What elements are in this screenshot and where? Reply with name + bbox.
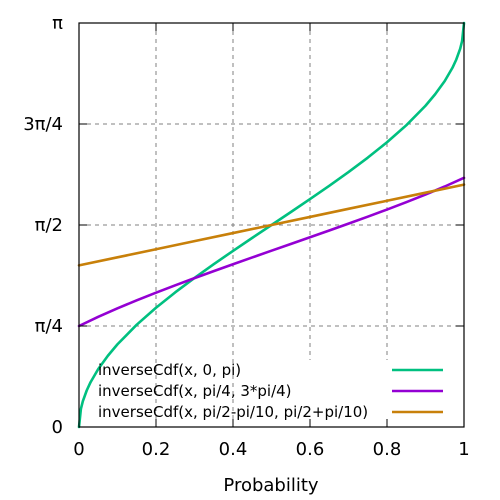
- x-tick-label-0: 0: [73, 439, 84, 460]
- y-tick-label-1: π/4: [35, 316, 63, 337]
- x-tick-label-4: 0.8: [373, 439, 402, 460]
- x-axis-title: Probability: [223, 475, 318, 496]
- y-tick-label-2: π/2: [35, 215, 63, 236]
- axis-ticks: 0 0.2 0.4 0.6 0.8 1 0 π/4 π/2 3π/4 π: [23, 13, 470, 460]
- legend-label-1: inverseCdf(x, pi/4, 3*pi/4): [98, 382, 292, 400]
- y-tick-label-0: 0: [52, 417, 63, 438]
- y-tick-label-4: π: [52, 13, 63, 34]
- series-line-2: [77, 183, 466, 267]
- series-lines: [77, 21, 466, 429]
- x-tick-label-3: 0.6: [296, 439, 325, 460]
- y-tick-label-3: 3π/4: [23, 114, 63, 135]
- x-tick-label-5: 1: [458, 439, 469, 460]
- series-line-1: [77, 176, 466, 328]
- x-tick-label-2: 0.4: [219, 439, 248, 460]
- legend: inverseCdf(x, 0, pi) inverseCdf(x, pi/4, …: [98, 361, 443, 421]
- x-tick-label-1: 0.2: [142, 439, 171, 460]
- legend-label-2: inverseCdf(x, pi/2-pi/10, pi/2+pi/10): [98, 403, 368, 421]
- legend-label-0: inverseCdf(x, 0, pi): [98, 361, 241, 379]
